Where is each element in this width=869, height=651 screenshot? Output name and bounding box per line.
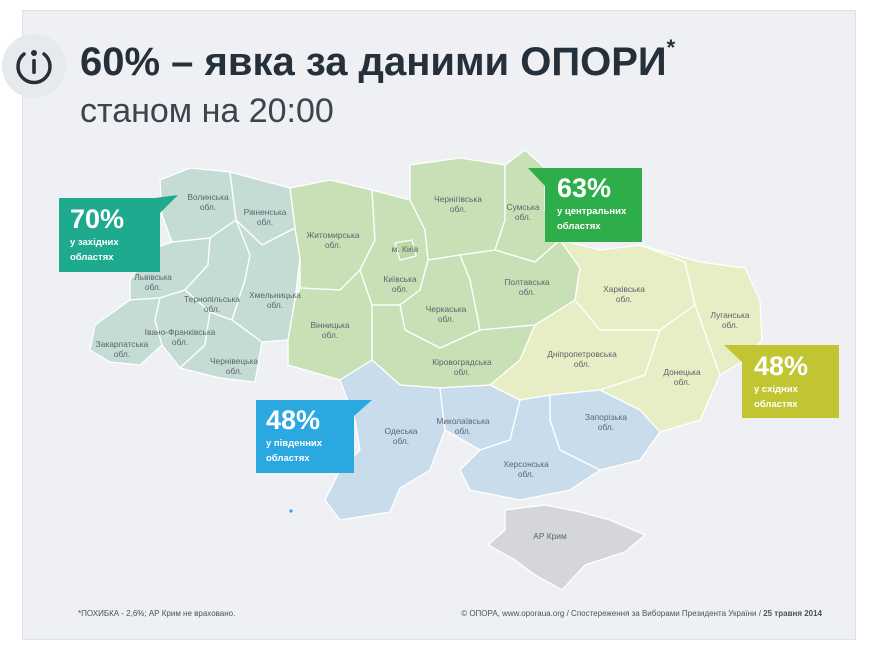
label-cherkasy: Черкаська обл.: [426, 304, 467, 324]
callout-east-pct: 48%: [754, 351, 809, 381]
label-vinnytsia: Вінницька обл.: [310, 320, 349, 340]
callout-east-desc1: у східних: [754, 384, 798, 395]
page-title: 60% – явка за даними ОПОРИ*: [80, 34, 676, 84]
label-ternopil: Тернопільська обл.: [184, 294, 240, 314]
label-chernivtsi: Чернівецька обл.: [210, 356, 258, 376]
page-subtitle: станом на 20:00: [80, 92, 334, 130]
region-kherson: [459, 394, 601, 501]
callout-center-box: [528, 168, 642, 242]
callout-south-pct: 48%: [266, 405, 321, 435]
label-zhytomyr: Житомирська обл.: [307, 230, 360, 250]
callout-center-desc1: у центральних: [557, 206, 627, 217]
region-crimea: [487, 504, 646, 591]
footnote-margin-of-error: *ПОХИБКА - 2,6%; АР Крим не враховано.: [78, 609, 236, 618]
label-kirovohrad: Кіровоградська обл.: [432, 357, 492, 377]
label-sumy: Сумська обл.: [507, 202, 540, 222]
footer-credit: © ОПОРА, www.oporaua.org / Спостереження…: [461, 609, 822, 618]
label-kharkiv: Харківська обл.: [603, 284, 645, 304]
label-odesa: Одеська обл.: [385, 426, 418, 446]
power-icon: [16, 50, 52, 85]
callout-west-desc1: у західних: [70, 237, 119, 248]
region-chernivtsi: [179, 311, 263, 383]
callout-center: 63% у центральних областях: [557, 173, 627, 233]
callout-center-desc2: областях: [557, 221, 601, 232]
label-kherson: Херсонська обл.: [503, 459, 549, 479]
region-kyiv-city: [394, 239, 417, 261]
callout-center-pct: 63%: [557, 173, 612, 203]
label-donetsk: Донецька обл.: [663, 367, 701, 387]
label-lviv: Львівська обл.: [134, 272, 172, 292]
callout-west-desc2: областях: [70, 252, 114, 263]
callout-east-box: [724, 345, 839, 418]
label-mykolaiv: Миколаївська обл.: [436, 416, 490, 436]
callout-east: 48% у східних областях: [754, 351, 809, 411]
callout-east-desc2: областях: [754, 399, 798, 410]
label-zaporizhzhia: Запорізька обл.: [585, 412, 627, 432]
label-khmelnytskyi: Хмельницька обл.: [249, 290, 301, 310]
label-rivne: Рівненська обл.: [244, 207, 287, 227]
label-chernihiv: Чернігівська обл.: [434, 194, 482, 214]
callout-south-box: [256, 400, 372, 473]
label-kyiv: Київська обл.: [383, 274, 417, 294]
label-crimea: АР Крим: [533, 531, 567, 541]
callout-south: 48% у південних областях: [266, 405, 323, 465]
label-kyiv-city: м. Київ: [392, 244, 419, 254]
callout-west-pct: 70%: [70, 204, 125, 234]
footer-source: © ОПОРА, www.oporaua.org / Спостереження…: [461, 609, 764, 618]
callout-south-desc1: у південних: [266, 438, 323, 449]
label-luhansk: Луганська обл.: [711, 310, 750, 330]
label-poltava: Полтавська обл.: [504, 277, 550, 297]
opora-logo: [2, 34, 66, 98]
footer-date: 25 травня 2014: [763, 609, 822, 618]
label-zakarpattia: Закарпатська обл.: [96, 339, 149, 359]
callout-west: 70% у західних областях: [70, 204, 125, 264]
label-ivano-frankivsk: Івано-Франківська обл.: [145, 327, 216, 347]
label-volyn: Волинська обл.: [187, 192, 229, 212]
label-dnipropetrovsk: Дніпропетровська обл.: [547, 349, 617, 369]
callout-west-box: [59, 195, 178, 272]
callout-south-desc2: областях: [266, 453, 310, 464]
